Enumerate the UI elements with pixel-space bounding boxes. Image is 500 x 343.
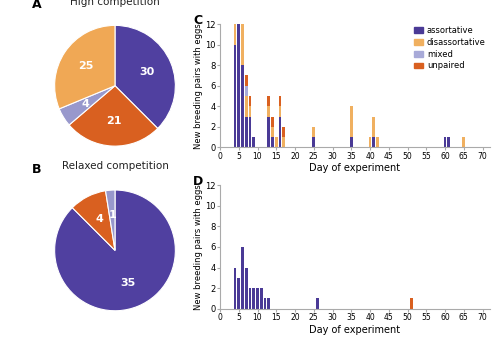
Wedge shape (54, 190, 176, 311)
Bar (252, 137, 255, 147)
Bar (278, 96, 281, 106)
X-axis label: Day of experiment: Day of experiment (310, 163, 400, 174)
Bar (260, 288, 262, 309)
Text: C: C (193, 14, 202, 27)
Bar (245, 96, 248, 117)
Y-axis label: New breeding pairs with eggs: New breeding pairs with eggs (194, 184, 202, 310)
Title: High competition: High competition (70, 0, 160, 7)
Bar (282, 137, 285, 147)
Wedge shape (106, 190, 115, 250)
Bar (234, 3, 236, 45)
Wedge shape (115, 25, 176, 128)
Bar (271, 137, 274, 147)
Bar (245, 86, 248, 96)
Bar (248, 117, 252, 147)
Bar (252, 288, 255, 309)
Wedge shape (59, 86, 115, 125)
Text: 4: 4 (95, 214, 103, 224)
Y-axis label: New breeding pairs with eggs: New breeding pairs with eggs (194, 23, 202, 149)
Bar (268, 106, 270, 117)
Bar (410, 298, 412, 309)
Bar (462, 137, 465, 147)
Bar (245, 268, 248, 309)
Bar (241, 14, 244, 24)
Bar (372, 137, 375, 147)
X-axis label: Day of experiment: Day of experiment (310, 324, 400, 335)
Bar (444, 137, 446, 147)
Bar (376, 137, 379, 147)
Bar (234, 45, 236, 147)
Bar (271, 127, 274, 137)
Bar (234, 268, 236, 309)
Bar (245, 117, 248, 147)
Bar (312, 137, 315, 147)
Bar (241, 247, 244, 309)
Bar (372, 117, 375, 137)
Bar (256, 288, 259, 309)
Bar (448, 137, 450, 147)
Bar (248, 288, 252, 309)
Bar (245, 75, 248, 86)
Wedge shape (54, 25, 115, 109)
Text: D: D (193, 175, 203, 188)
Bar (268, 298, 270, 309)
Bar (350, 137, 352, 147)
Bar (268, 117, 270, 147)
Legend: assortative, disassortative, mixed, unpaired: assortative, disassortative, mixed, unpa… (414, 26, 486, 70)
Bar (241, 24, 244, 65)
Bar (275, 137, 278, 147)
Text: 30: 30 (140, 67, 155, 78)
Bar (312, 127, 315, 137)
Bar (278, 117, 281, 147)
Title: Relaxed competition: Relaxed competition (62, 161, 168, 172)
Bar (316, 298, 319, 309)
Bar (241, 65, 244, 147)
Wedge shape (69, 86, 158, 146)
Bar (238, 0, 240, 24)
Bar (264, 298, 266, 309)
Text: 1: 1 (108, 211, 116, 221)
Bar (368, 137, 372, 147)
Bar (248, 106, 252, 117)
Text: 4: 4 (81, 99, 89, 109)
Bar (238, 24, 240, 147)
Bar (268, 96, 270, 106)
Text: A: A (32, 0, 42, 11)
Wedge shape (72, 191, 115, 250)
Bar (350, 106, 352, 137)
Bar (278, 106, 281, 117)
Bar (282, 127, 285, 137)
Bar (271, 117, 274, 127)
Text: 25: 25 (78, 61, 94, 71)
Bar (248, 96, 252, 106)
Text: 35: 35 (121, 278, 136, 288)
Text: B: B (32, 163, 42, 176)
Text: 21: 21 (106, 116, 122, 126)
Bar (238, 278, 240, 309)
